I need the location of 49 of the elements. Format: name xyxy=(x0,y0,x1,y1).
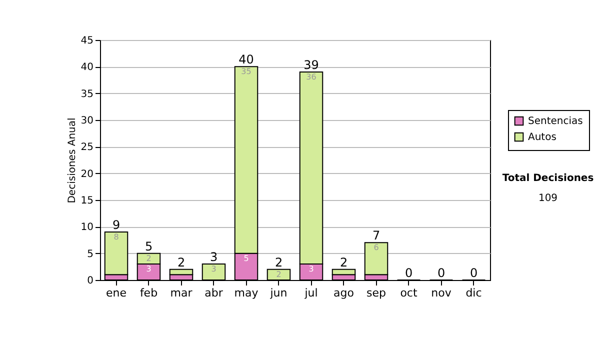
total-label: 2 xyxy=(340,255,348,270)
data-label: 2 xyxy=(146,254,152,263)
y-tick-label: 0 xyxy=(87,276,94,286)
data-label: 5 xyxy=(244,254,249,263)
x-tick-label: oct xyxy=(400,286,418,300)
total-label: 5 xyxy=(144,239,153,254)
total-label: 0 xyxy=(437,266,446,280)
data-label: 6 xyxy=(374,243,379,252)
data-label: 35 xyxy=(241,67,252,76)
data-label: 8 xyxy=(114,232,119,242)
data-label: 3 xyxy=(146,264,152,274)
x-tick-label: abr xyxy=(204,286,224,300)
y-tick-label: 25 xyxy=(80,142,94,154)
x-tick-label: nov xyxy=(431,286,452,300)
y-tick-label: 20 xyxy=(80,168,94,180)
data-label: 3 xyxy=(308,264,314,274)
total-label: 39 xyxy=(304,58,319,72)
data-label: 3 xyxy=(211,264,216,274)
x-tick-label: sep xyxy=(366,286,386,300)
total-label: 7 xyxy=(372,228,380,243)
total-label: 9 xyxy=(112,218,120,232)
x-tick-label: ene xyxy=(106,286,127,300)
x-tick-label: mar xyxy=(170,286,193,300)
total-label: 0 xyxy=(404,266,413,280)
y-tick-label: 40 xyxy=(80,62,94,74)
x-tick-label: feb xyxy=(140,286,158,300)
x-tick-label: jul xyxy=(304,286,318,300)
y-tick-label: 30 xyxy=(80,116,94,126)
x-tick-label: dic xyxy=(466,286,482,300)
y-tick-label: 15 xyxy=(80,196,94,206)
total-label: 3 xyxy=(210,250,218,264)
x-tick-label: ago xyxy=(334,286,354,300)
data-label: 2 xyxy=(276,270,282,279)
x-tick-label: may xyxy=(234,286,259,300)
total-label: 40 xyxy=(238,52,254,67)
total-label: 2 xyxy=(177,255,186,270)
legend-label: Sentencias xyxy=(528,116,583,127)
x-tick-label: jun xyxy=(269,286,288,300)
text: Total Decisiones xyxy=(502,173,594,184)
text: 109 xyxy=(538,193,558,204)
data-label: 36 xyxy=(306,72,316,82)
total-label: 2 xyxy=(274,255,283,270)
y-tick-label: 10 xyxy=(80,222,94,234)
total-label: 0 xyxy=(470,266,478,280)
y-tick-label: 45 xyxy=(80,36,94,46)
y-tick-label: 35 xyxy=(80,88,94,100)
y-tick-label: 5 xyxy=(87,248,94,260)
legend-label: Autos xyxy=(528,132,556,143)
y-axis-title: Decisiones Anual xyxy=(66,118,78,204)
